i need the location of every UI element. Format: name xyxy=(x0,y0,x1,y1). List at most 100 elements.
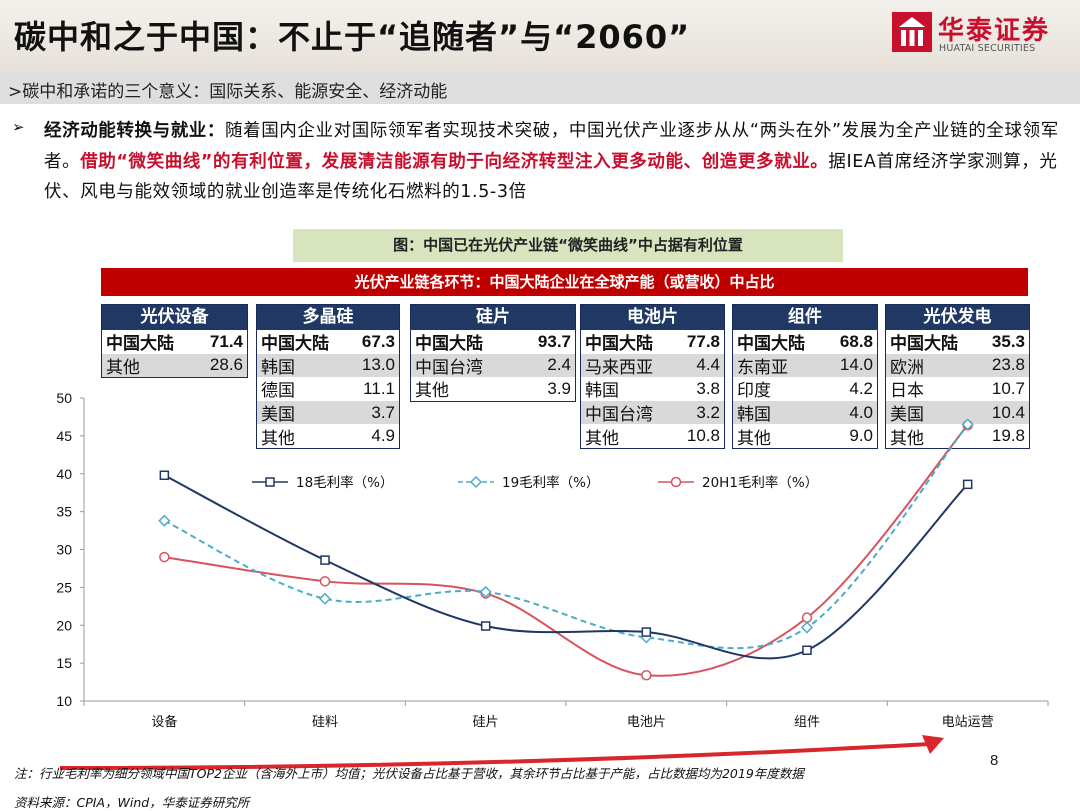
region-name: 中国台湾 xyxy=(585,405,653,426)
page-title: 碳中和之于中国：不止于“追随者”与“2060” xyxy=(14,18,691,56)
share-table-row: 日本 10.7 xyxy=(886,377,1029,402)
share-table-row: 中国台湾 2.4 xyxy=(411,353,575,378)
x-tick-label: 电池片 xyxy=(627,715,666,730)
share-value: 71.4 xyxy=(209,331,243,351)
region-name: 韩国 xyxy=(585,381,619,402)
body-paragraph: 经济动能转换与就业：随着国内企业对国际领军者实现技术突破，中国光伏产业逐步从从“… xyxy=(44,116,1060,208)
x-tick-label: 硅料 xyxy=(312,715,338,730)
share-table-row: 中国大陆 67.3 xyxy=(257,330,399,355)
share-value: 67.3 xyxy=(361,331,395,351)
y-tick-label: 40 xyxy=(56,466,72,482)
region-name: 美国 xyxy=(261,405,295,426)
region-name: 马来西亚 xyxy=(585,357,653,378)
share-value: 77.8 xyxy=(686,331,720,351)
decorative-arrow-head-icon xyxy=(922,735,944,754)
data-point-marker xyxy=(159,551,170,563)
data-point-marker xyxy=(641,627,652,637)
share-value: 2.4 xyxy=(547,355,571,375)
data-point-marker xyxy=(801,612,813,623)
legend-label: 19毛利率（%） xyxy=(502,474,600,491)
region-name: 其他 xyxy=(737,428,771,449)
share-table-row: 其他 28.6 xyxy=(102,353,247,378)
body-text-2: 据IEA首席经济学家测算，光伏、风电与能效领域的就业创造率是传统化石燃料的1.5… xyxy=(44,151,1058,203)
region-name: 中国台湾 xyxy=(415,357,483,378)
data-point-marker xyxy=(318,592,332,605)
share-value: 4.9 xyxy=(371,426,395,446)
share-value: 9.0 xyxy=(849,426,873,446)
data-point-marker xyxy=(800,621,814,634)
share-value: 35.3 xyxy=(991,331,1025,351)
data-point-marker xyxy=(480,621,491,631)
share-value: 4.2 xyxy=(849,378,873,398)
share-table-row: 印度 4.2 xyxy=(733,377,877,402)
share-value: 14.0 xyxy=(839,355,873,375)
sub-header-text: >碳中和承诺的三个意义：国际关系、能源安全、经济动能 xyxy=(8,82,448,102)
share-table-row: 其他 19.8 xyxy=(886,424,1029,449)
sub-header-bar: >碳中和承诺的三个意义：国际关系、能源安全、经济动能 xyxy=(0,72,1080,104)
page-number: 8 xyxy=(990,752,999,769)
region-name: 中国大陆 xyxy=(890,334,958,355)
y-tick-label: 20 xyxy=(56,617,72,633)
data-point-marker xyxy=(320,555,330,565)
footnote: 注：行业毛利率为细分领域中国TOP2企业（含海外上市）均值；光伏设备占比基于营收… xyxy=(14,766,804,781)
y-tick-label: 45 xyxy=(56,428,72,444)
share-table: 光伏发电中国大陆 35.3 欧洲 23.8 日本 10.7 美国 10.4 其他 19.8 xyxy=(885,304,1030,449)
x-tick-label: 硅片 xyxy=(473,715,499,730)
share-table-row: 中国大陆 71.4 xyxy=(102,330,247,355)
share-value: 3.9 xyxy=(547,378,571,398)
share-table: 组件 中国大陆 68.8 东南亚 14.0 印度 4.2 韩国 4.0 其他 9.0 xyxy=(732,304,878,449)
share-table-row: 其他 10.8 xyxy=(581,424,724,449)
margin-line-chart: 10 15 20 25 30 35 40 45 50 设备 硅料 硅片 电池片 组件 电站运营 18毛利率（%… xyxy=(56,390,1049,770)
share-table: 光伏设备中国大陆 71.4 其他 28.6 xyxy=(101,304,248,379)
legend-label: 18毛利率（%） xyxy=(296,474,394,491)
share-value: 11.1 xyxy=(363,378,395,398)
region-name: 其他 xyxy=(261,428,295,449)
body-highlight: 借助“微笑曲线”的有利位置，发展清洁能源有助于向经济转型注入更多动能、创造更多就… xyxy=(80,151,829,172)
figure-caption: 图：中国已在光伏产业链“微笑曲线”中占据有利位置 xyxy=(293,229,843,262)
y-tick-label: 10 xyxy=(56,693,72,709)
share-table-row: 韩国 13.0 xyxy=(257,353,399,378)
share-table: 电池片 中国大陆 77.8 马来西亚 4.4 韩国 3.8 中国台湾 3.2 其他 10.8 xyxy=(580,304,725,449)
region-name: 美国 xyxy=(890,405,924,426)
region-name: 韩国 xyxy=(737,405,771,426)
share-value: 4.0 xyxy=(849,402,873,422)
share-table-title: 硅片 xyxy=(411,305,575,330)
decorative-arrow-line xyxy=(59,742,931,770)
share-table-title: 光伏发电 xyxy=(886,305,1029,330)
share-table-row: 其他 9.0 xyxy=(733,424,877,449)
share-value: 28.6 xyxy=(209,355,243,375)
data-point-marker xyxy=(158,514,171,527)
data-point-marker xyxy=(802,645,812,655)
share-table: 硅片 中国大陆 93.7 中国台湾 2.4 其他 3.9 xyxy=(410,304,576,402)
body-lead: 经济动能转换与就业： xyxy=(44,121,225,141)
logo-text-cn: 华泰证券 xyxy=(938,16,1051,46)
share-table-row: 美国 3.7 xyxy=(257,400,399,426)
series-line xyxy=(163,423,969,650)
region-name: 东南亚 xyxy=(737,357,788,378)
share-table-title: 光伏设备 xyxy=(102,305,247,330)
header-bar: 碳中和之于中国：不止于“追随者”与“2060” 华泰证券 HUATAI SECU… xyxy=(0,0,1080,72)
share-banner: 光伏产业链各环节：中国大陆企业在全球产能（或营收）中占比 xyxy=(101,268,1028,296)
data-point-marker xyxy=(319,576,331,587)
share-table-row: 美国 10.4 xyxy=(886,400,1029,426)
huatai-logo: 华泰证券 HUATAI SECURITIES xyxy=(892,10,1062,60)
legend-marker xyxy=(265,477,275,487)
x-tick-label: 电站运营 xyxy=(942,715,994,730)
source-note: 资料来源：CPIA，Wind，华泰证券研究所 xyxy=(14,795,250,810)
x-tick-label: 组件 xyxy=(794,715,820,730)
y-tick-label: 35 xyxy=(56,504,72,520)
region-name: 日本 xyxy=(890,381,924,402)
body-text-1: 随着国内企业对国际领军者实现技术突破，中国光伏产业逐步从从“两头在外”发展为全产… xyxy=(44,121,1059,172)
share-table-row: 欧洲 23.8 xyxy=(886,353,1029,378)
share-value: 3.8 xyxy=(696,378,720,398)
share-value: 3.2 xyxy=(696,402,720,422)
share-table-row: 韩国 4.0 xyxy=(733,400,877,426)
share-table-title: 多晶硅 xyxy=(257,305,399,330)
share-value: 93.7 xyxy=(537,331,571,351)
x-tick-label: 设备 xyxy=(151,714,177,730)
region-name: 中国大陆 xyxy=(261,334,329,355)
share-value: 10.7 xyxy=(991,378,1025,398)
y-tick-label: 30 xyxy=(56,542,72,558)
region-name: 中国大陆 xyxy=(106,334,174,355)
share-value: 13.0 xyxy=(361,355,395,375)
